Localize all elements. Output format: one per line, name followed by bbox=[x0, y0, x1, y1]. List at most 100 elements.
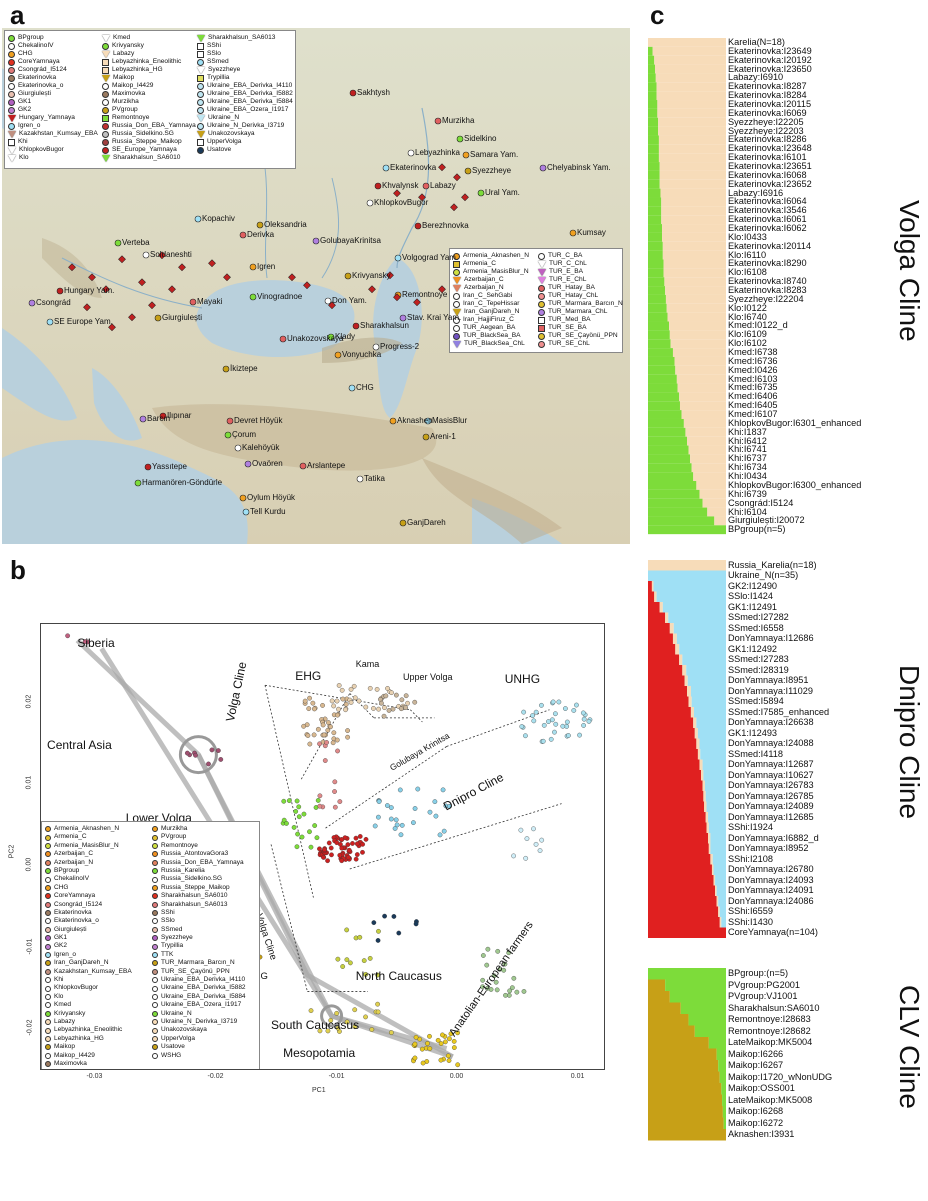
legend-item-tur-e-ba: TUR_E_BA bbox=[538, 268, 623, 276]
ancestry-bar-segment bbox=[648, 392, 680, 402]
ancestry-bar-segment bbox=[648, 654, 680, 665]
panel-letter-b: b bbox=[10, 555, 26, 585]
kama-point bbox=[336, 706, 341, 712]
ehg-point bbox=[321, 732, 327, 738]
pca-legend-label: Sharakhalsun_SA6010 bbox=[161, 892, 228, 900]
ancestry-bar-segment bbox=[690, 454, 726, 464]
volga-point bbox=[332, 789, 337, 794]
unhg-point bbox=[586, 719, 592, 724]
ancestry-bar-segment bbox=[648, 602, 660, 613]
ancestry-bar-segment bbox=[707, 507, 726, 517]
legend-item-syezzheye: Syezzheye bbox=[197, 66, 293, 74]
ancestry-bar-segment bbox=[665, 979, 726, 991]
bar-label-ssmed-i7585-enhanced: SSmed:I7585_enhanced bbox=[728, 706, 830, 717]
legend-item-hungary-yamnaya: Hungary_Yamnaya bbox=[8, 114, 98, 122]
bar-label-latemaikop-mk5008: LateMaikop:MK5008 bbox=[728, 1094, 813, 1105]
legend-label: Iran_HajjiFiruz_C bbox=[463, 316, 514, 323]
ancestry-bar-segment bbox=[648, 591, 655, 602]
volga-point bbox=[315, 798, 321, 803]
yamnaya-point bbox=[350, 841, 355, 846]
legend-item-maikop: Maikop bbox=[102, 74, 196, 82]
bar-label-ekaterinovka-i20192: Ekaterinovka:I20192 bbox=[728, 54, 812, 65]
legend-label: Maikop_I4429 bbox=[112, 82, 154, 89]
unhg-point bbox=[553, 711, 558, 717]
kama-point bbox=[371, 706, 376, 711]
bar-label-maikop-i6272: Maikop:I6272 bbox=[728, 1117, 784, 1128]
bar-label-klo-i6110: Klo:I6110 bbox=[728, 249, 767, 260]
bar-label-donyamnaya-i24091: DonYamnaya:I24091 bbox=[728, 885, 814, 896]
kama-point bbox=[339, 687, 345, 693]
ancestry-bar-segment bbox=[691, 463, 726, 473]
kama-point bbox=[389, 690, 394, 696]
cline-boundary-line bbox=[349, 803, 562, 870]
ancestry-bar-segment bbox=[648, 1106, 723, 1118]
pca-legend-item-maikop: Maikop bbox=[45, 1043, 132, 1051]
legend-item-tur-blacksea-ba: TUR_BlackSea_BA bbox=[453, 332, 529, 340]
volga-point bbox=[337, 799, 343, 804]
unhg-point bbox=[563, 706, 568, 711]
mesolithic-point bbox=[491, 973, 497, 979]
site-marker bbox=[242, 508, 250, 516]
ancestry-bar-segment bbox=[648, 1014, 689, 1026]
site-label-sidelkino: Sidelkino bbox=[464, 134, 497, 143]
unhg-point bbox=[523, 855, 529, 861]
cline-boundary-line bbox=[270, 844, 308, 992]
legend-item-ekaterinovka: Ekaterinovka bbox=[8, 74, 98, 82]
bar-label-ekaterinovka-i23649: Ekaterinovka:I23649 bbox=[728, 45, 812, 56]
ancestry-bar-segment bbox=[708, 812, 726, 823]
north-caucasus-point bbox=[376, 928, 381, 934]
ancestry-bar-segment bbox=[722, 1106, 726, 1118]
pca-plot: Siberia Central Asia EHG Kama Upper Volga UNH… bbox=[40, 623, 605, 1070]
bar-label-klo-i6109: Klo:I6109 bbox=[728, 329, 767, 340]
mesolithic-point bbox=[485, 946, 491, 952]
bar-label-russia-karelia-n-18: Russia_Karelia(n=18) bbox=[728, 559, 817, 570]
legend-label: GK2 bbox=[18, 106, 32, 113]
bar-label-sshi-i1924: SShi:I1924 bbox=[728, 822, 773, 833]
yamnaya-site-marker bbox=[368, 285, 376, 294]
aegean-sea bbox=[92, 368, 142, 441]
site-marker bbox=[327, 333, 335, 341]
volga-point bbox=[296, 804, 302, 810]
ancestry-bar-segment bbox=[648, 410, 682, 419]
north-caucasus-point bbox=[344, 927, 350, 933]
map-site-markers bbox=[28, 89, 577, 527]
ancestry-bar-segment bbox=[648, 1071, 720, 1083]
site-label-tatika: Tatika bbox=[364, 474, 385, 483]
legend-label: Syezzheye bbox=[208, 66, 241, 73]
unhg-point bbox=[550, 699, 556, 705]
ancestry-bar-segment bbox=[684, 675, 688, 686]
legend-label: Armenia_MasisBlur_N bbox=[463, 268, 529, 275]
bar-label-ekaterinovka-i20115: Ekaterinovka:I20115 bbox=[728, 98, 812, 109]
ancestry-bar-segment bbox=[662, 602, 726, 613]
bar-label-khi-i6412: Khi:I6412 bbox=[728, 435, 767, 446]
pca-legend-label: WSHG bbox=[161, 1051, 182, 1059]
pca-xtick: -0.02 bbox=[207, 1073, 224, 1080]
ancestry-bar-segment bbox=[723, 1117, 726, 1129]
cline-boundary-line bbox=[264, 684, 411, 711]
bar-label-kmed-i0426: Kmed:I0426 bbox=[728, 364, 778, 375]
legend-item-ukraine-eba-derivka-i5882: Ukraine_EBA_Derivka_I5882 bbox=[197, 90, 293, 98]
pca-legend-item-csongr-d-i5124: Csongrád_I5124 bbox=[45, 901, 132, 909]
ancestry-bar-segment bbox=[712, 854, 726, 865]
site-marker bbox=[222, 365, 230, 373]
usatove-point bbox=[382, 913, 387, 919]
mesolithic-point bbox=[480, 953, 486, 958]
ehg-point bbox=[307, 695, 312, 701]
ancestry-bar-segment bbox=[648, 644, 676, 655]
ancestry-bar-segment bbox=[648, 822, 707, 833]
site-label-ural-yam: Ural Yam. bbox=[485, 188, 520, 197]
dnipro-point bbox=[393, 817, 399, 823]
site-marker bbox=[407, 149, 415, 157]
ancestry-bar-segment bbox=[648, 339, 671, 349]
pca-legend-item-syezzheye: Syezzheye bbox=[152, 934, 246, 942]
dnipro-point bbox=[437, 832, 443, 838]
yamnaya-point bbox=[317, 846, 322, 852]
ancestry-bar-segment bbox=[672, 633, 677, 644]
site-label-volgograd-yam: Volgograd Yam. bbox=[402, 253, 459, 262]
mesolithic-point bbox=[514, 989, 520, 995]
ancestry-bar-segment bbox=[648, 250, 663, 260]
ancestry-bar-segment bbox=[648, 812, 706, 823]
ancestry-bar-segment bbox=[648, 717, 694, 728]
pca-legend-item-maikop-i4429: Maikop_I4429 bbox=[45, 1052, 132, 1060]
pca-legend-label: Csongrád_I5124 bbox=[54, 900, 103, 908]
